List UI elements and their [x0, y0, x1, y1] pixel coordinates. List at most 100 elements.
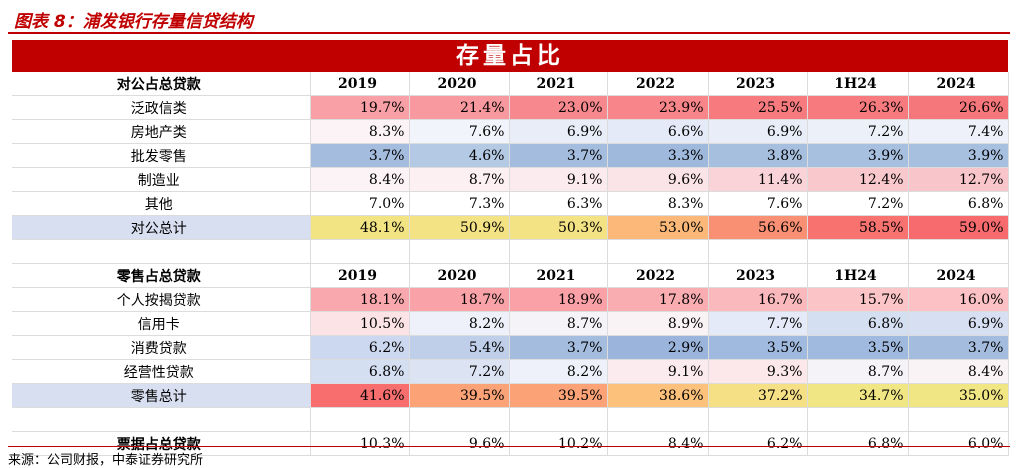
- empty-cell: [12, 239, 311, 264]
- table-banner: 存量占比: [12, 40, 1008, 72]
- value-cell: 3.5%: [807, 335, 909, 360]
- value-cell: 25.5%: [708, 95, 808, 120]
- value-cell: 23.9%: [607, 95, 709, 120]
- value-cell: 4.6%: [409, 143, 510, 168]
- empty-cell: [807, 239, 909, 264]
- year-header: 2024: [908, 72, 1009, 96]
- total-row: 对公总计 48.1% 50.9% 50.3% 53.0% 56.6% 58.5% 59.0%: [12, 215, 1009, 240]
- value-cell: 15.7%: [807, 287, 909, 312]
- value-cell: 7.6%: [409, 119, 510, 144]
- value-cell: 7.3%: [409, 191, 510, 216]
- table-row: 个人按揭贷款 18.1% 18.7% 18.9% 17.8% 16.7% 15.7% 16.0…: [12, 287, 1009, 312]
- title-rule: [8, 32, 1010, 34]
- value-cell: 6.3%: [509, 191, 608, 216]
- row-label: 个人按揭贷款: [12, 287, 311, 312]
- empty-cell: [908, 407, 1009, 432]
- row-label: 其他: [12, 191, 311, 216]
- total-value-cell: 38.6%: [607, 383, 709, 408]
- value-cell: 3.9%: [807, 143, 909, 168]
- total-value-cell: 50.3%: [509, 215, 608, 240]
- value-cell: 26.3%: [807, 95, 909, 120]
- spacer-row: [12, 407, 1009, 432]
- value-cell: 23.0%: [509, 95, 608, 120]
- value-cell: 6.6%: [607, 119, 709, 144]
- value-cell: 5.4%: [409, 335, 510, 360]
- total-row: 零售总计 41.6% 39.5% 39.5% 38.6% 37.2% 34.7% 35.0%: [12, 383, 1009, 408]
- value-cell: 3.7%: [310, 143, 410, 168]
- value-cell: 8.9%: [607, 311, 709, 336]
- value-cell: 9.1%: [509, 167, 608, 192]
- empty-cell: [409, 407, 510, 432]
- value-cell: 9.3%: [708, 359, 808, 384]
- value-cell: 3.5%: [708, 335, 808, 360]
- empty-cell: [409, 239, 510, 264]
- total-label: 对公总计: [12, 215, 311, 240]
- empty-cell: [908, 239, 1009, 264]
- year-header: 2020: [409, 263, 510, 288]
- source-note: 来源：公司财报，中泰证券研究所: [8, 453, 204, 468]
- value-cell: 6.8%: [310, 359, 410, 384]
- total-value-cell: 39.5%: [409, 383, 510, 408]
- year-header: 1H24: [807, 263, 909, 288]
- bill-label: 票据占总贷款: [12, 431, 311, 456]
- value-cell: 8.7%: [807, 359, 909, 384]
- total-value-cell: 58.5%: [807, 215, 909, 240]
- value-cell: 18.7%: [409, 287, 510, 312]
- year-header: 2019: [310, 263, 410, 288]
- total-value-cell: 53.0%: [607, 215, 709, 240]
- value-cell: 3.7%: [509, 335, 608, 360]
- value-cell: 7.6%: [708, 191, 808, 216]
- value-cell: 6.8%: [807, 311, 909, 336]
- value-cell: 8.7%: [409, 167, 510, 192]
- value-cell: 6.8%: [908, 191, 1009, 216]
- year-header: 1H24: [807, 72, 909, 96]
- section-header-row: 对公占总贷款 2019 2020 2021 2022 2023 1H24 2024: [12, 72, 1009, 96]
- figure-title: 图表 8：浦发银行存量信贷结构: [14, 12, 253, 32]
- total-value-cell: 41.6%: [310, 383, 410, 408]
- total-value-cell: 48.1%: [310, 215, 410, 240]
- table-row: 泛政信类 19.7% 21.4% 23.0% 23.9% 25.5% 26.3% 26.6%: [12, 95, 1009, 120]
- bill-value-cell: 6.0%: [908, 431, 1009, 456]
- bill-value-cell: 10.2%: [509, 431, 608, 456]
- row-label: 泛政信类: [12, 95, 311, 120]
- value-cell: 7.2%: [409, 359, 510, 384]
- empty-cell: [708, 239, 808, 264]
- value-cell: 3.9%: [908, 143, 1009, 168]
- loan-structure-table: 对公占总贷款 2019 2020 2021 2022 2023 1H24 2024 泛政信类 19…: [12, 72, 1009, 456]
- section-header: 零售占总贷款: [12, 263, 311, 288]
- value-cell: 6.9%: [708, 119, 808, 144]
- total-value-cell: 56.6%: [708, 215, 808, 240]
- total-value-cell: 37.2%: [708, 383, 808, 408]
- row-label: 房地产类: [12, 119, 311, 144]
- empty-cell: [807, 407, 909, 432]
- year-header: 2022: [607, 72, 709, 96]
- value-cell: 17.8%: [607, 287, 709, 312]
- total-value-cell: 50.9%: [409, 215, 510, 240]
- empty-cell: [509, 407, 608, 432]
- table-row: 信用卡 10.5% 8.2% 8.7% 8.9% 7.7% 6.8% 6.9%: [12, 311, 1009, 336]
- empty-cell: [708, 407, 808, 432]
- year-header: 2021: [509, 263, 608, 288]
- year-header: 2022: [607, 263, 709, 288]
- row-label: 经营性贷款: [12, 359, 311, 384]
- empty-cell: [12, 407, 311, 432]
- total-value-cell: 34.7%: [807, 383, 909, 408]
- table-row: 其他 7.0% 7.3% 6.3% 8.3% 7.6% 7.2% 6.8%: [12, 191, 1009, 216]
- section-header: 对公占总贷款: [12, 72, 311, 96]
- year-header: 2020: [409, 72, 510, 96]
- value-cell: 8.4%: [908, 359, 1009, 384]
- value-cell: 7.2%: [807, 119, 909, 144]
- value-cell: 6.2%: [310, 335, 410, 360]
- row-label: 制造业: [12, 167, 311, 192]
- value-cell: 7.4%: [908, 119, 1009, 144]
- value-cell: 6.9%: [908, 311, 1009, 336]
- bill-value-cell: 6.8%: [807, 431, 909, 456]
- bill-value-cell: 10.3%: [310, 431, 410, 456]
- value-cell: 2.9%: [607, 335, 709, 360]
- total-value-cell: 59.0%: [908, 215, 1009, 240]
- table-row: 批发零售 3.7% 4.6% 3.7% 3.3% 3.8% 3.9% 3.9%: [12, 143, 1009, 168]
- value-cell: 3.7%: [908, 335, 1009, 360]
- value-cell: 16.0%: [908, 287, 1009, 312]
- value-cell: 8.7%: [509, 311, 608, 336]
- year-header: 2019: [310, 72, 410, 96]
